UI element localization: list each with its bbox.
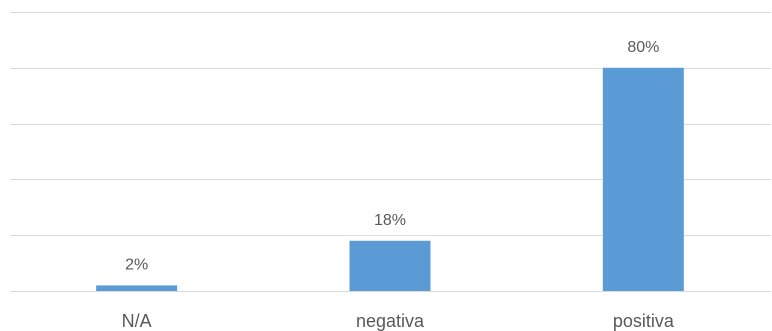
bar-negativa	[349, 240, 431, 291]
data-labels: 2% 18% 80%	[125, 39, 659, 274]
category-tick-labels: N/A negativa positiva	[122, 311, 675, 331]
bar-n-a	[96, 285, 178, 291]
bar-positiva	[602, 67, 684, 291]
category-tick-label: positiva	[613, 311, 675, 331]
data-label: 80%	[627, 39, 659, 56]
bars	[96, 67, 684, 291]
data-label: 2%	[125, 256, 148, 273]
category-tick-label: N/A	[122, 311, 152, 331]
gridlines	[10, 12, 770, 292]
data-label: 18%	[374, 212, 406, 229]
category-tick-label: negativa	[356, 311, 425, 331]
